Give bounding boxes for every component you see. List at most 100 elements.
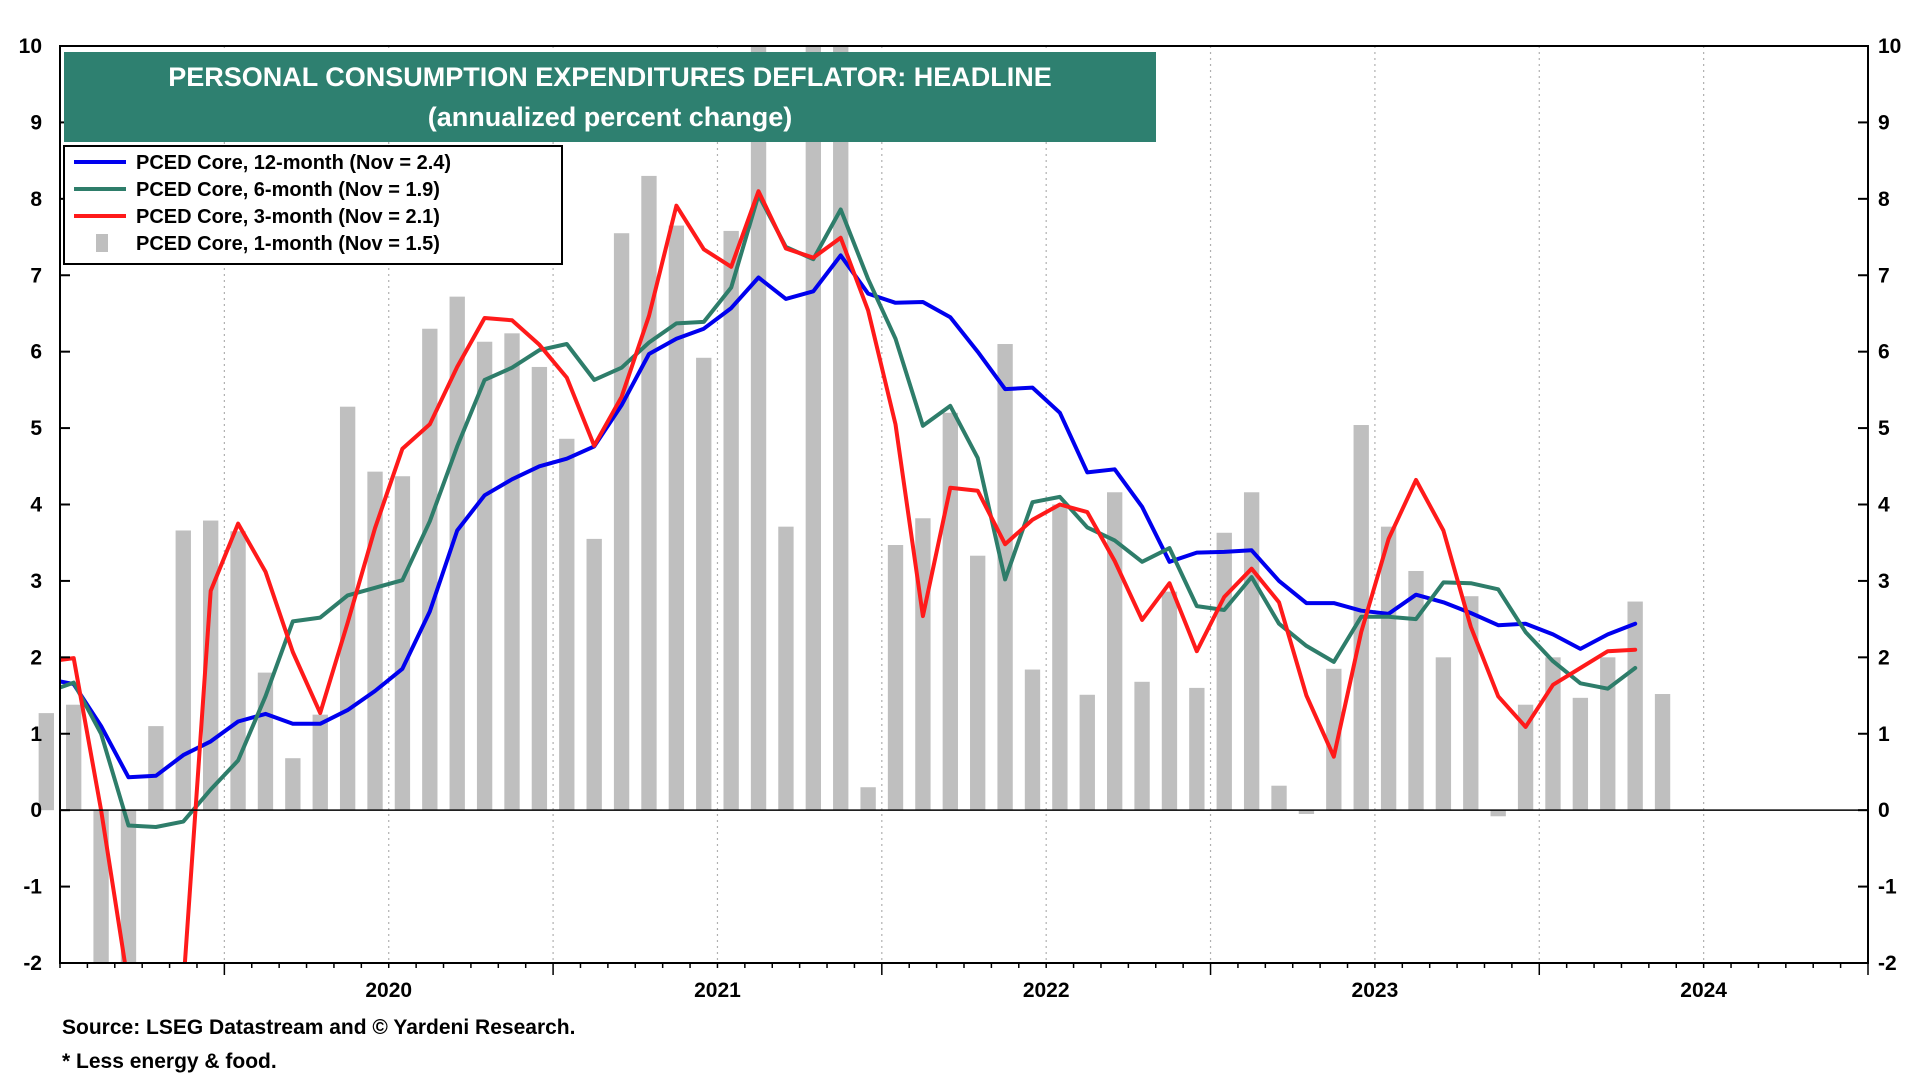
bar-1month: [942, 412, 958, 811]
bar-1month: [38, 713, 54, 811]
bar-1month: [970, 555, 986, 811]
bar-1month: [1545, 657, 1561, 811]
x-year-label: 2022: [1023, 979, 1070, 1002]
legend-label-12m: PCED Core, 12-month (Nov = 2.4): [136, 152, 451, 174]
bar-1month: [750, 46, 767, 811]
bar-1month: [66, 704, 82, 811]
bar-1month: [476, 341, 493, 811]
bar-1month: [915, 518, 931, 811]
y-tick-label-right: 9: [1878, 111, 1890, 134]
bar-1month: [1134, 681, 1150, 811]
legend-label-3m: PCED Core, 3-month (Nov = 2.1): [136, 206, 440, 228]
bar-1month: [833, 46, 849, 811]
y-tick-label-left: -2: [23, 952, 42, 975]
bar-1month: [285, 758, 301, 811]
bar-1month: [394, 476, 411, 811]
y-tick-label-right: 5: [1878, 417, 1890, 440]
y-tick-label-right: 7: [1878, 264, 1890, 287]
bar-1month: [1161, 591, 1178, 811]
chart-subtitle: (annualized percent change): [428, 102, 793, 132]
bar-1month: [668, 225, 685, 811]
bar-1month: [93, 810, 109, 963]
bar-1month: [723, 230, 739, 811]
y-tick-label-right: 8: [1878, 188, 1890, 211]
y-tick-label-right: 2: [1878, 646, 1890, 669]
y-tick-label-left: 8: [30, 188, 42, 211]
y-tick-label-right: 1: [1878, 723, 1890, 746]
x-year-label: 2021: [694, 979, 741, 1002]
bar-1month: [1654, 694, 1671, 811]
bar-1month: [1052, 504, 1068, 811]
line-12month: [60, 253, 1638, 780]
y-tick-label-left: 2: [30, 646, 42, 669]
bar-1month: [1380, 526, 1397, 811]
bar-1month: [805, 46, 822, 811]
legend-label-6m: PCED Core, 6-month (Nov = 1.9): [136, 179, 440, 201]
lines-layer: [60, 189, 1638, 963]
bar-1month: [1024, 669, 1041, 811]
bar-1month: [1408, 570, 1424, 811]
legend-swatch-1m: [96, 234, 108, 252]
bar-1month: [860, 787, 876, 811]
bar-1month: [175, 530, 191, 811]
y-tick-label-right: 10: [1878, 35, 1901, 58]
bar-1month: [422, 328, 438, 811]
y-tick-label-right: 6: [1878, 341, 1890, 364]
title-background: [64, 52, 1156, 142]
bar-1month: [1271, 785, 1287, 811]
bar-1month: [1517, 704, 1534, 811]
bar-1month: [504, 333, 520, 811]
bar-1month: [312, 714, 328, 811]
y-tick-label-right: -2: [1878, 952, 1897, 975]
bar-1month: [1600, 657, 1616, 811]
footnote: * Less energy & food.: [62, 1050, 277, 1073]
y-tick-label-right: -1: [1878, 876, 1897, 899]
bar-1month: [1463, 596, 1479, 811]
y-tick-label-left: 3: [30, 570, 42, 593]
bar-1month: [1298, 810, 1315, 814]
bar-1month: [696, 357, 712, 811]
bar-1month: [148, 726, 164, 811]
bar-1month: [1216, 532, 1232, 811]
y-tick-label-left: 5: [30, 417, 42, 440]
bar-1month: [887, 545, 904, 811]
bar-1month: [230, 531, 246, 811]
x-year-label: 2023: [1352, 979, 1399, 1002]
bar-1month: [1326, 668, 1342, 811]
bar-1month: [449, 296, 465, 811]
y-tick-label-right: 4: [1878, 494, 1890, 517]
bar-1month: [613, 233, 630, 811]
bar-1month: [778, 526, 794, 811]
bar-1month: [1572, 697, 1589, 811]
y-tick-label-left: 10: [19, 35, 42, 58]
bar-1month: [367, 471, 383, 811]
y-tick-label-left: 7: [30, 264, 42, 287]
bar-1month: [641, 175, 657, 811]
bar-1month: [586, 538, 602, 811]
y-tick-label-left: -1: [23, 876, 42, 899]
x-year-label: 2020: [365, 979, 412, 1002]
y-tick-label-left: 4: [30, 494, 42, 517]
legend: PCED Core, 12-month (Nov = 2.4) PCED Cor…: [63, 145, 563, 265]
bar-1month: [1627, 601, 1643, 811]
title-box: PERSONAL CONSUMPTION EXPENDITURES DEFLAT…: [64, 52, 1156, 142]
legend-label-1m: PCED Core, 1-month (Nov = 1.5): [136, 233, 440, 255]
bar-1month: [120, 810, 137, 963]
legend-box: [63, 145, 563, 265]
line-6month: [60, 193, 1638, 829]
y-tick-label-left: 9: [30, 111, 42, 134]
y-tick-label-right: 3: [1878, 570, 1890, 593]
y-tick-label-left: 0: [30, 799, 42, 822]
source-note: Source: LSEG Datastream and © Yardeni Re…: [62, 1016, 576, 1039]
bar-1month: [1243, 492, 1260, 811]
line-3month: [60, 189, 1638, 963]
bar-1month: [531, 366, 548, 811]
axes-layer: -2 -2 -1 -1 0 0 1 1 2 2 3 3 4 4 5 5 6 6 7 7 8 8 9 9 10 10 2020 2021…: [19, 35, 1902, 1002]
bar-1month: [1435, 657, 1452, 811]
y-tick-label-left: 6: [30, 341, 42, 364]
bar-1month: [1189, 687, 1205, 811]
bar-1month: [1490, 810, 1506, 817]
y-tick-label-right: 0: [1878, 799, 1890, 822]
bar-1month: [1079, 694, 1095, 811]
